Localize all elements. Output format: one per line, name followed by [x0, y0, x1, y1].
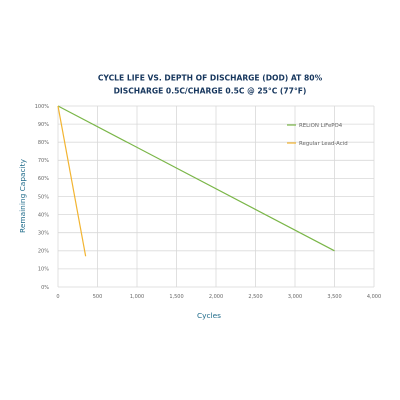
y-tick-label: 20%: [38, 249, 49, 255]
legend-label-lead-acid: Regular Lead-Acid: [299, 141, 348, 147]
x-axis-tick-labels: 0 500 1,000 1,500 2,000 2,500 3,000 3,500 4,000: [56, 294, 381, 300]
legend-label-relion: RELiON LiFePO4: [299, 123, 343, 129]
y-tick-label: 80%: [38, 140, 49, 146]
x-tick-label: 3,500: [327, 294, 341, 300]
series-line-1: [57, 105, 87, 257]
x-tick-label: 3,000: [288, 294, 302, 300]
series-lines: [57, 105, 335, 257]
chart-title-line-2: DISCHARGE 0.5C/CHARGE 0.5C @ 25°C (77°F): [114, 87, 307, 96]
y-tick-label: 10%: [38, 267, 49, 273]
y-tick-label: 0%: [41, 285, 49, 291]
y-tick-label: 70%: [38, 158, 49, 164]
x-tick-label: 1,500: [169, 294, 183, 300]
y-axis-label: Remaining Capacity: [18, 158, 27, 233]
x-tick-label: 2,000: [209, 294, 223, 300]
chart-title-line-1: CYCLE LIFE VS. DEPTH OF DISCHARGE (DOD) …: [98, 74, 323, 83]
y-tick-label: 90%: [38, 122, 49, 128]
x-tick-label: 4,000: [367, 294, 381, 300]
y-axis-tick-labels: 0% 10% 20% 30% 40% 50% 60% 70% 80% 90% 100%: [35, 104, 50, 291]
x-tick-label: 2,500: [248, 294, 262, 300]
y-tick-label: 60%: [38, 176, 49, 182]
y-tick-label: 30%: [38, 231, 49, 237]
x-tick-label: 0: [56, 294, 59, 300]
y-tick-label: 50%: [38, 194, 49, 200]
legend: RELiON LiFePO4 Regular Lead-Acid: [287, 123, 348, 147]
y-tick-label: 100%: [35, 104, 50, 110]
grid-lines: [57, 105, 375, 288]
series-line-0: [57, 105, 335, 252]
x-axis-label: Cycles: [197, 311, 221, 320]
x-tick-label: 500: [93, 294, 103, 300]
x-tick-label: 1,000: [130, 294, 144, 300]
y-tick-label: 40%: [38, 212, 49, 218]
